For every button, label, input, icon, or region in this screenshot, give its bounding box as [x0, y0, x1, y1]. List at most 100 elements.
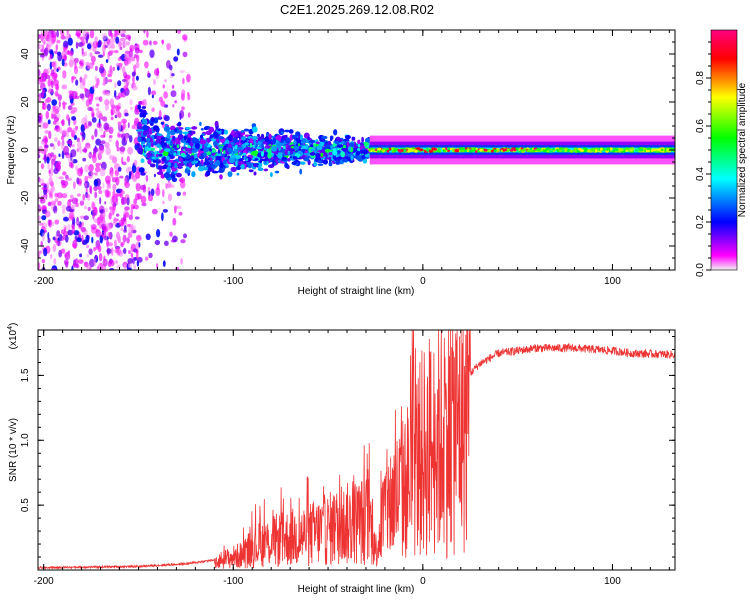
noise-blob [92, 208, 98, 217]
peak-blob [526, 149, 530, 153]
band-blob [364, 154, 371, 158]
noise-blob [95, 107, 100, 112]
noise-blob [93, 151, 97, 157]
band-blob [305, 143, 309, 150]
band-blob [263, 168, 268, 172]
noise-blob [128, 50, 133, 58]
y-tick-label: 0 [20, 147, 31, 153]
noise-blob [57, 200, 62, 206]
band-blob [336, 156, 342, 160]
band-blob [142, 144, 146, 148]
noise-blob [119, 62, 123, 71]
noise-blob [84, 87, 87, 92]
band-blob [153, 125, 158, 131]
peak-blob [606, 147, 611, 151]
noise-blob [118, 102, 121, 107]
peak-blob [426, 147, 430, 151]
peak-blob [552, 147, 555, 151]
peak-blob [609, 147, 613, 151]
noise-blob [115, 260, 118, 264]
noise-blob [110, 170, 114, 179]
noise-blob [44, 72, 48, 80]
noise-blob [127, 258, 134, 264]
band-blob [191, 137, 199, 144]
noise-blob [85, 99, 90, 107]
noise-blob [102, 116, 108, 122]
noise-blob [40, 48, 44, 53]
noise-blob [103, 40, 106, 50]
noise-blob [115, 140, 119, 148]
spectrogram-ylabel: Frequency (Hz) [6, 116, 17, 185]
peak-blob [493, 149, 497, 153]
peak-blob [442, 149, 445, 152]
band-blob [315, 141, 320, 145]
peak-blob [502, 148, 507, 152]
noise-blob [86, 244, 90, 249]
noise-blob [149, 49, 155, 58]
peak-blob [444, 147, 448, 151]
noise-blob [115, 176, 120, 186]
band-blob [175, 140, 181, 146]
noise-blob [136, 54, 140, 63]
noise-blob [172, 217, 177, 226]
noise-blob [66, 140, 73, 145]
band-blob [297, 151, 303, 154]
band-blob [178, 162, 182, 169]
peak-blob [583, 147, 586, 151]
noise-blob [153, 173, 156, 178]
band-blob [362, 158, 368, 164]
noise-blob [133, 198, 138, 205]
noise-blob [176, 267, 180, 270]
noise-blob [114, 193, 120, 198]
band-blob [342, 147, 348, 153]
band-blob [359, 143, 365, 146]
band-blob [325, 144, 330, 148]
peak-blob [411, 149, 414, 152]
band-blob [177, 134, 182, 141]
peak-blob [561, 149, 565, 153]
noise-blob [164, 115, 170, 122]
noise-blob [102, 210, 106, 219]
noise-blob [38, 97, 41, 103]
band-blob [336, 144, 343, 148]
noise-blob [54, 137, 58, 143]
band-blob [188, 162, 193, 168]
snr-multiplier-exp: 4 [7, 326, 14, 330]
band-blob [309, 144, 314, 148]
noise-blob [89, 52, 93, 57]
noise-blob [82, 193, 86, 201]
band-blob [253, 171, 257, 176]
noise-blob [87, 153, 93, 158]
band-blob [324, 148, 331, 153]
noise-blob [82, 30, 88, 38]
band-blob [240, 164, 245, 170]
noise-blob [174, 100, 178, 104]
snr-panel: -200 -100 0 100 0.5 1.0 1.5 Height of straight… [7, 323, 676, 595]
noise-blob [81, 48, 84, 55]
noise-blob [105, 175, 111, 184]
noise-blob [90, 185, 93, 195]
noise-blob [96, 77, 100, 86]
noise-blob [39, 197, 46, 204]
band-blob [252, 126, 258, 133]
noise-blob [162, 260, 166, 267]
band-blob [277, 152, 283, 159]
noise-blob [38, 93, 43, 99]
band-blob [217, 149, 221, 154]
noise-blob [94, 191, 98, 199]
noise-blob [51, 99, 58, 106]
peak-blob [386, 149, 390, 153]
band-blob [157, 171, 164, 175]
band-blob [235, 154, 241, 160]
noise-blob [65, 153, 71, 159]
peak-blob [394, 149, 397, 153]
noise-blob [47, 219, 51, 227]
band-blob [198, 166, 205, 172]
band-blob [346, 141, 350, 148]
band-blob [170, 174, 176, 179]
noise-blob [74, 57, 79, 64]
noise-blob [46, 156, 50, 164]
x-tick-label: 0 [420, 276, 426, 287]
noise-blob [97, 151, 101, 159]
noise-blob [44, 130, 50, 134]
